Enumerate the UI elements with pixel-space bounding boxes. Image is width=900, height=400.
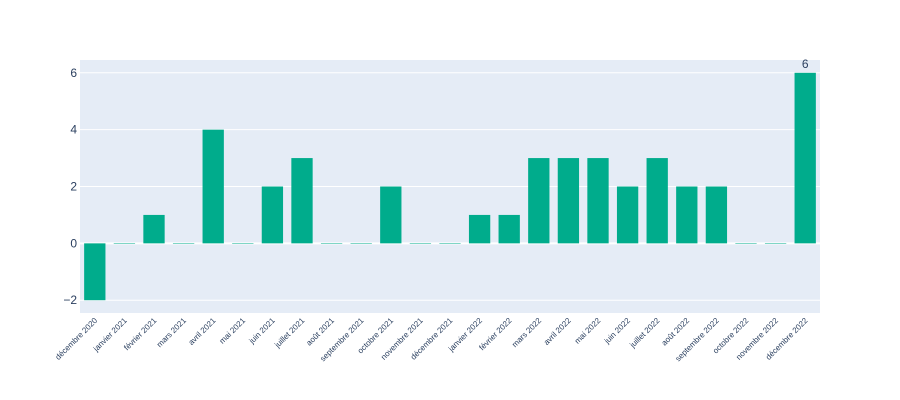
- x-tick-label: février 2021: [122, 316, 159, 353]
- bar: [557, 158, 580, 244]
- y-tick-label: 4: [70, 123, 77, 137]
- bar: [616, 186, 639, 244]
- bar: [676, 186, 698, 244]
- x-tick-label: décembre 2020: [54, 316, 100, 362]
- y-tick-label: 6: [70, 66, 77, 80]
- bar: [261, 186, 284, 244]
- x-tick-label: avril 2021: [187, 316, 218, 347]
- y-tick-label: 0: [70, 236, 77, 250]
- bar: [587, 158, 609, 244]
- bar: [439, 243, 461, 244]
- x-tick-label: février 2022: [477, 316, 514, 353]
- bar: [764, 243, 787, 244]
- bar: [350, 243, 372, 244]
- bar: [320, 243, 343, 244]
- bar: [705, 186, 728, 244]
- y-axis-ticks: −2 0 2 4 6: [63, 66, 77, 307]
- x-tick-label: mai 2022: [573, 316, 603, 346]
- x-tick-label: avril 2022: [542, 316, 573, 347]
- x-tick-label: mai 2021: [218, 316, 248, 346]
- bar: [646, 158, 668, 244]
- x-tick-label: juillet 2022: [627, 316, 662, 351]
- bar: [291, 158, 313, 244]
- x-tick-label: juin 2022: [602, 316, 632, 346]
- x-tick-label: juillet 2021: [272, 316, 307, 351]
- bar: [143, 214, 165, 244]
- bar: [794, 72, 816, 244]
- x-tick-label: mars 2021: [155, 316, 188, 349]
- bars: [84, 72, 816, 301]
- bar: [380, 186, 402, 244]
- bar: [735, 243, 757, 244]
- bar: [528, 158, 550, 244]
- bar: [172, 243, 195, 244]
- bar: [468, 214, 491, 244]
- bar: [202, 129, 224, 244]
- bar: [84, 243, 106, 301]
- bar: [409, 243, 432, 244]
- bar: [113, 243, 136, 244]
- data-labels: 6: [802, 57, 809, 71]
- y-tick-label: 2: [70, 180, 77, 194]
- bar: [232, 243, 254, 244]
- bar: [498, 214, 520, 244]
- y-tick-label: −2: [63, 293, 77, 307]
- x-tick-label: mars 2022: [510, 316, 543, 349]
- x-tick-label: juin 2021: [247, 316, 277, 346]
- bar-value-label: 6: [802, 57, 809, 71]
